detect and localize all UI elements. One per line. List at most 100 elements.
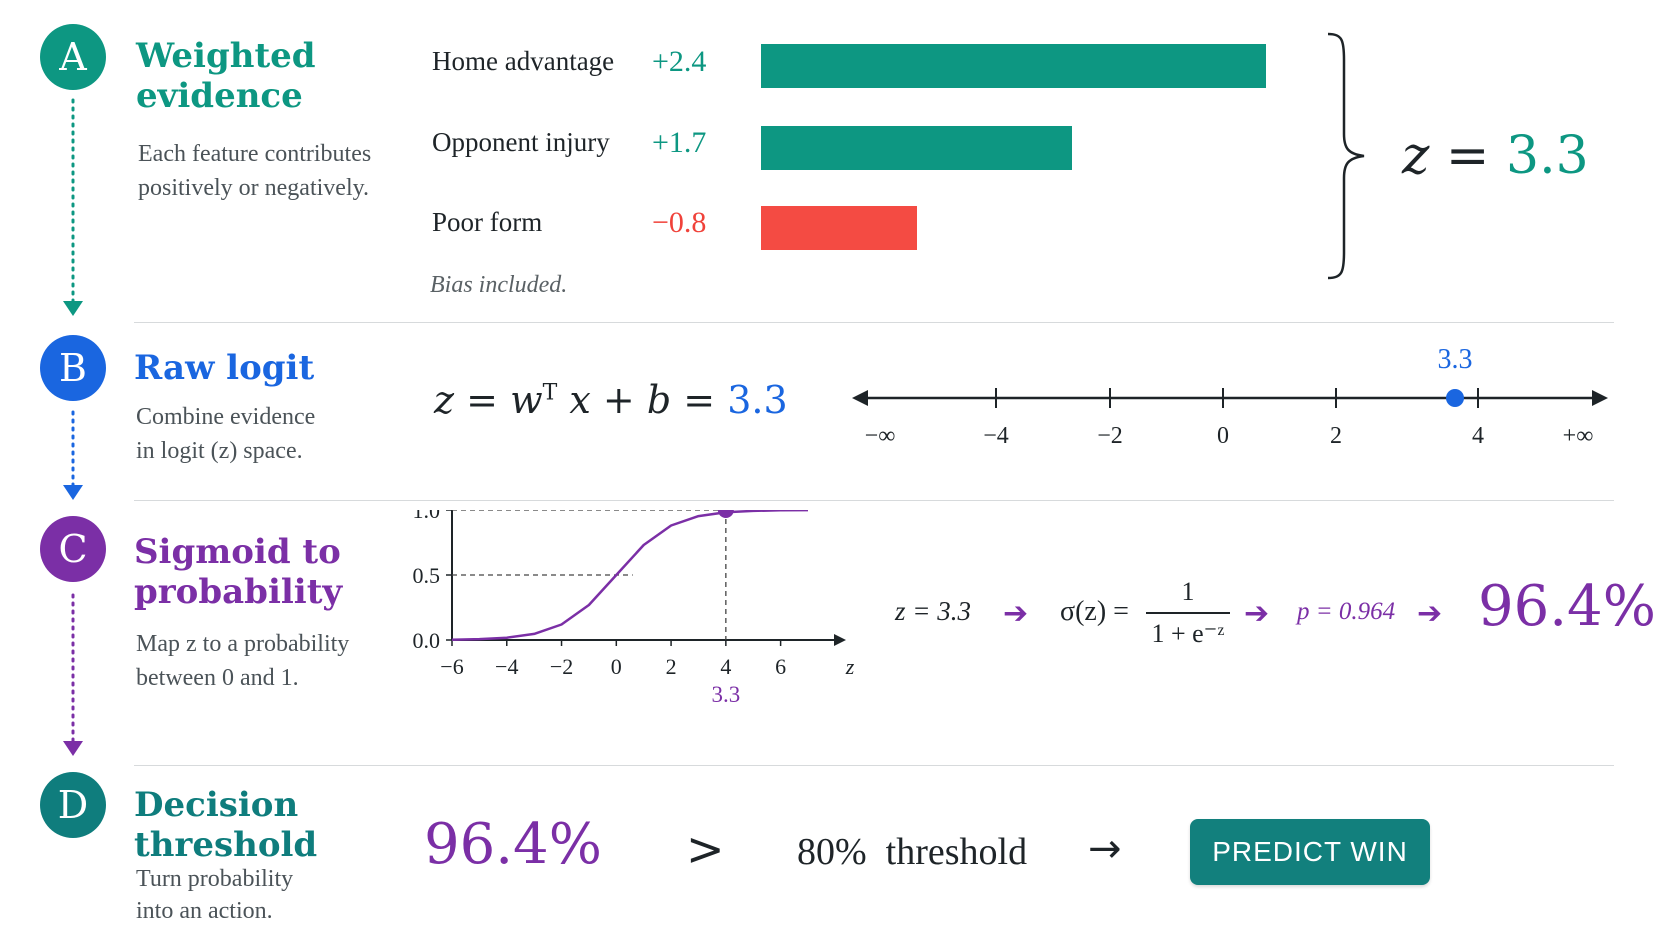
divider-ab bbox=[134, 322, 1614, 323]
chain-arrow-2: ➔ bbox=[1244, 596, 1270, 631]
feature-label-home-advantage: Home advantage bbox=[432, 46, 615, 76]
number-line-right-arrow bbox=[1592, 390, 1608, 406]
tick-label-2: 2 bbox=[1330, 423, 1342, 449]
step-d-title: Decision threshold bbox=[134, 785, 317, 865]
step-connectors bbox=[63, 98, 83, 756]
feature-value-poor-form: −0.8 bbox=[652, 206, 707, 239]
x-axis-label: z bbox=[845, 654, 855, 679]
number-line-left-arrow bbox=[852, 390, 868, 406]
formula-value: 3.3 bbox=[727, 378, 788, 422]
feature-value-opponent-injury: +1.7 bbox=[652, 126, 707, 159]
connector-c-d-arrowhead bbox=[63, 741, 83, 756]
step-c-badge: C bbox=[40, 516, 106, 582]
sum-brace bbox=[1327, 32, 1365, 280]
logit-sum: z = 3.3 bbox=[1402, 126, 1589, 186]
x-tick-label: −6 bbox=[440, 654, 463, 679]
step-d-description: Turn probability into an action. bbox=[136, 863, 293, 927]
step-d-title-line1: Decision bbox=[134, 785, 299, 825]
step-d-badge: D bbox=[40, 772, 106, 838]
step-a-desc-line2: positively or negatively. bbox=[138, 175, 370, 201]
divider-cd bbox=[134, 765, 1614, 766]
number-line-marker bbox=[1446, 389, 1464, 407]
feature-bar-home-advantage bbox=[761, 44, 1266, 88]
logit-sum-lhs: z = bbox=[1402, 126, 1490, 186]
y-tick-label: 0.5 bbox=[413, 563, 441, 588]
step-a-title: Weighted evidence bbox=[136, 36, 316, 116]
x-tick-label: 2 bbox=[666, 654, 677, 679]
highlight-label: 3.3 bbox=[711, 682, 740, 707]
number-line-marker-label: 3.3 bbox=[1438, 344, 1473, 375]
step-b-desc-line2: in logit (z) space. bbox=[136, 438, 303, 464]
feature-value-home-advantage: +2.4 bbox=[652, 45, 707, 78]
fraction-numerator: 1 bbox=[1181, 577, 1195, 606]
chain-z: z = 3.3 bbox=[895, 596, 971, 626]
step-a-title-line1: Weighted bbox=[136, 36, 316, 76]
number-line-ticks bbox=[995, 388, 1479, 408]
x-axis-arrow bbox=[834, 634, 846, 646]
formula-z: z bbox=[434, 378, 455, 422]
chain-result: 96.4% bbox=[1478, 574, 1656, 639]
formula-transpose: T bbox=[542, 380, 558, 406]
step-c-description: Map z to a probability between 0 and 1. bbox=[136, 627, 349, 695]
formula-x: x bbox=[569, 378, 591, 422]
feature-bar-opponent-injury bbox=[761, 126, 1072, 170]
logit-sum-value: 3.3 bbox=[1506, 126, 1589, 186]
step-d-desc-line2: into an action. bbox=[136, 898, 273, 924]
step-b-description: Combine evidence in logit (z) space. bbox=[136, 400, 315, 468]
step-d-title-line2: threshold bbox=[134, 825, 318, 865]
divider-bc bbox=[134, 500, 1614, 501]
sigmoid-chart: −6 −4 −2 0 2 4 6 z 0.0 0.5 1.0 3.3 bbox=[413, 510, 855, 707]
formula-eq2: = bbox=[683, 378, 716, 422]
predict-win-button[interactable]: PREDICT WIN bbox=[1190, 819, 1430, 885]
step-c-title: Sigmoid to probability bbox=[134, 532, 342, 612]
step-a-title-line2: evidence bbox=[136, 76, 303, 116]
y-tick-label: 1.0 bbox=[413, 510, 441, 523]
decision-comparator: > bbox=[686, 822, 725, 876]
decision-probability: 96.4% bbox=[424, 812, 602, 877]
step-c-desc-line1: Map z to a probability bbox=[136, 631, 350, 657]
step-a-desc-line1: Each feature contributes bbox=[138, 141, 372, 167]
y-tick-label: 0.0 bbox=[413, 628, 441, 653]
step-c-desc-line2: between 0 and 1. bbox=[136, 665, 299, 691]
x-tick-label: 6 bbox=[775, 654, 786, 679]
sigmoid-curve bbox=[451, 510, 809, 641]
formula-plus: + bbox=[602, 378, 635, 422]
chain-arrow-3: ➔ bbox=[1417, 596, 1443, 631]
step-b-title: Raw logit bbox=[134, 348, 315, 388]
feature-label-poor-form: Poor form bbox=[432, 207, 543, 237]
chain-p: p = 0.964 bbox=[1297, 598, 1396, 625]
connector-a-b-arrowhead bbox=[63, 301, 83, 316]
step-d-desc-line1: Turn probability bbox=[136, 866, 294, 892]
logit-number-line: −∞ −4 −2 0 2 4 +∞ 3.3 bbox=[852, 344, 1608, 449]
x-tick-label: −4 bbox=[495, 654, 518, 679]
tick-label-neg4: −4 bbox=[983, 423, 1009, 449]
feature-bar-poor-form bbox=[761, 206, 917, 250]
chain-fraction: 1 1 + e⁻ᶻ bbox=[1146, 576, 1230, 650]
decision-arrow: → bbox=[1088, 826, 1122, 872]
tick-label-4: 4 bbox=[1472, 423, 1484, 449]
step-b-badge: B bbox=[40, 335, 106, 401]
formula-b: b bbox=[646, 378, 672, 422]
tick-label-neg-inf: −∞ bbox=[865, 423, 896, 449]
bias-note: Bias included. bbox=[430, 272, 568, 298]
chain-sigma: σ(z) = bbox=[1060, 596, 1129, 627]
tick-label-neg2: −2 bbox=[1097, 423, 1123, 449]
x-tick-label: 4 bbox=[720, 654, 731, 679]
chain-arrow-1: ➔ bbox=[1003, 596, 1029, 631]
highlight-point bbox=[717, 510, 734, 518]
logit-formula: z = wT x + b = 3.3 bbox=[434, 378, 788, 422]
step-c-title-line1: Sigmoid to bbox=[134, 532, 341, 572]
step-c-title-line2: probability bbox=[134, 572, 343, 612]
x-tick-label: 0 bbox=[611, 654, 622, 679]
step-a-badge: A bbox=[40, 24, 106, 90]
decision-threshold: 80% threshold bbox=[797, 831, 1028, 873]
fraction-denominator: 1 + e⁻ᶻ bbox=[1151, 619, 1225, 648]
step-b-desc-line1: Combine evidence bbox=[136, 404, 316, 430]
step-a-description: Each feature contributes positively or n… bbox=[138, 137, 371, 205]
formula-eq: = bbox=[466, 378, 498, 422]
connector-b-c-arrowhead bbox=[63, 485, 83, 500]
x-tick-label: −2 bbox=[550, 654, 573, 679]
formula-w: w bbox=[510, 378, 543, 422]
fraction-bar bbox=[1146, 612, 1230, 614]
feature-label-opponent-injury: Opponent injury bbox=[432, 127, 610, 157]
